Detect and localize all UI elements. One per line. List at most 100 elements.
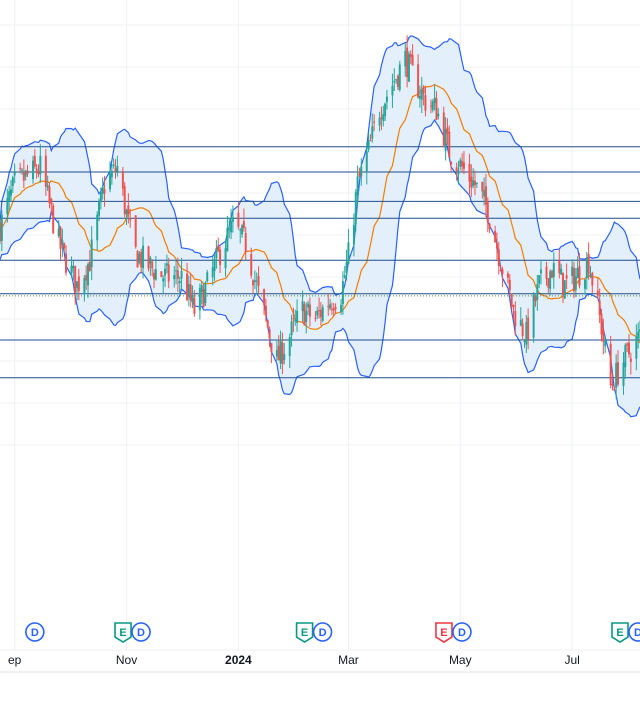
candle — [138, 251, 141, 265]
candle — [475, 182, 478, 188]
candle — [164, 262, 167, 288]
candle — [382, 105, 385, 127]
candle — [510, 293, 513, 310]
dividend-marker[interactable]: D — [25, 622, 45, 642]
candle — [352, 213, 355, 257]
candle — [587, 242, 590, 280]
dividend-label: D — [31, 627, 39, 639]
candle — [0, 218, 1, 245]
candle — [226, 216, 229, 252]
candle — [395, 78, 398, 84]
candle — [187, 275, 190, 307]
candle — [206, 269, 209, 283]
candle — [406, 35, 409, 88]
candle — [228, 217, 231, 239]
candle — [393, 68, 396, 92]
band-fill — [0, 35, 640, 417]
dividend-marker[interactable]: D — [312, 622, 333, 642]
candle — [572, 261, 575, 299]
candle — [626, 342, 629, 353]
candle — [417, 54, 420, 99]
candle — [59, 225, 62, 262]
candle — [125, 208, 128, 226]
candle — [459, 157, 462, 171]
candle — [88, 249, 91, 272]
candle — [230, 208, 233, 240]
candle — [202, 283, 205, 308]
candle — [420, 77, 423, 114]
candle — [585, 251, 588, 290]
candle — [418, 85, 421, 108]
x-axis: ep Nov 2024 Mar May Jul — [0, 649, 640, 673]
candle — [532, 292, 535, 343]
candle — [162, 275, 165, 294]
earnings-label: E — [616, 627, 623, 639]
candle — [275, 339, 278, 361]
upper-band-line — [0, 35, 640, 296]
earnings-marker[interactable]: E — [114, 622, 132, 643]
candle — [37, 164, 40, 178]
candle — [327, 294, 330, 316]
candle — [239, 228, 242, 244]
candle — [494, 225, 497, 243]
candle — [26, 164, 29, 178]
candle — [21, 167, 24, 175]
candle — [296, 299, 299, 332]
candle — [149, 255, 152, 276]
candle — [33, 149, 36, 169]
candle — [178, 276, 181, 296]
candle — [87, 262, 90, 298]
candle — [24, 169, 27, 181]
candle — [308, 297, 311, 327]
candle — [565, 263, 568, 290]
earnings-marker[interactable]: E — [435, 622, 453, 643]
candle — [136, 249, 139, 268]
x-tick-label-5: Jul — [564, 653, 579, 667]
candle — [334, 303, 337, 314]
candle — [103, 175, 106, 207]
candle — [213, 254, 216, 281]
candle — [484, 173, 487, 218]
candle — [270, 343, 273, 364]
candle — [550, 269, 553, 279]
earnings-marker[interactable]: E — [295, 622, 314, 643]
candle — [65, 245, 68, 276]
candle — [250, 247, 253, 279]
candle — [371, 113, 374, 143]
candle — [189, 272, 192, 308]
x-tick-label-0: ep — [8, 653, 22, 667]
candle — [574, 267, 577, 297]
candle — [448, 125, 451, 158]
candle — [314, 311, 317, 322]
dividend-marker[interactable]: D — [131, 622, 151, 642]
dividend-marker[interactable]: D — [628, 622, 640, 642]
candle — [538, 275, 541, 289]
candle — [591, 271, 594, 294]
candle — [63, 242, 66, 252]
sma-basis-line — [0, 84, 640, 344]
candle — [121, 166, 124, 196]
candle — [290, 314, 293, 347]
dividend-marker[interactable]: D — [452, 622, 472, 642]
candle — [39, 144, 42, 183]
candle — [83, 275, 86, 302]
candle — [321, 304, 324, 323]
candle — [629, 352, 632, 375]
candle — [468, 153, 471, 195]
candle — [369, 134, 372, 142]
candle — [13, 163, 16, 184]
candle — [495, 232, 498, 260]
candle — [429, 99, 432, 114]
candle — [384, 102, 387, 122]
candle — [175, 258, 178, 285]
x-tick-label-1: Nov — [116, 653, 137, 667]
candle — [50, 197, 53, 216]
earnings-marker[interactable]: E — [611, 622, 629, 643]
candle — [110, 164, 113, 185]
candle — [561, 272, 564, 304]
candle — [340, 299, 343, 315]
candle — [0, 210, 3, 252]
